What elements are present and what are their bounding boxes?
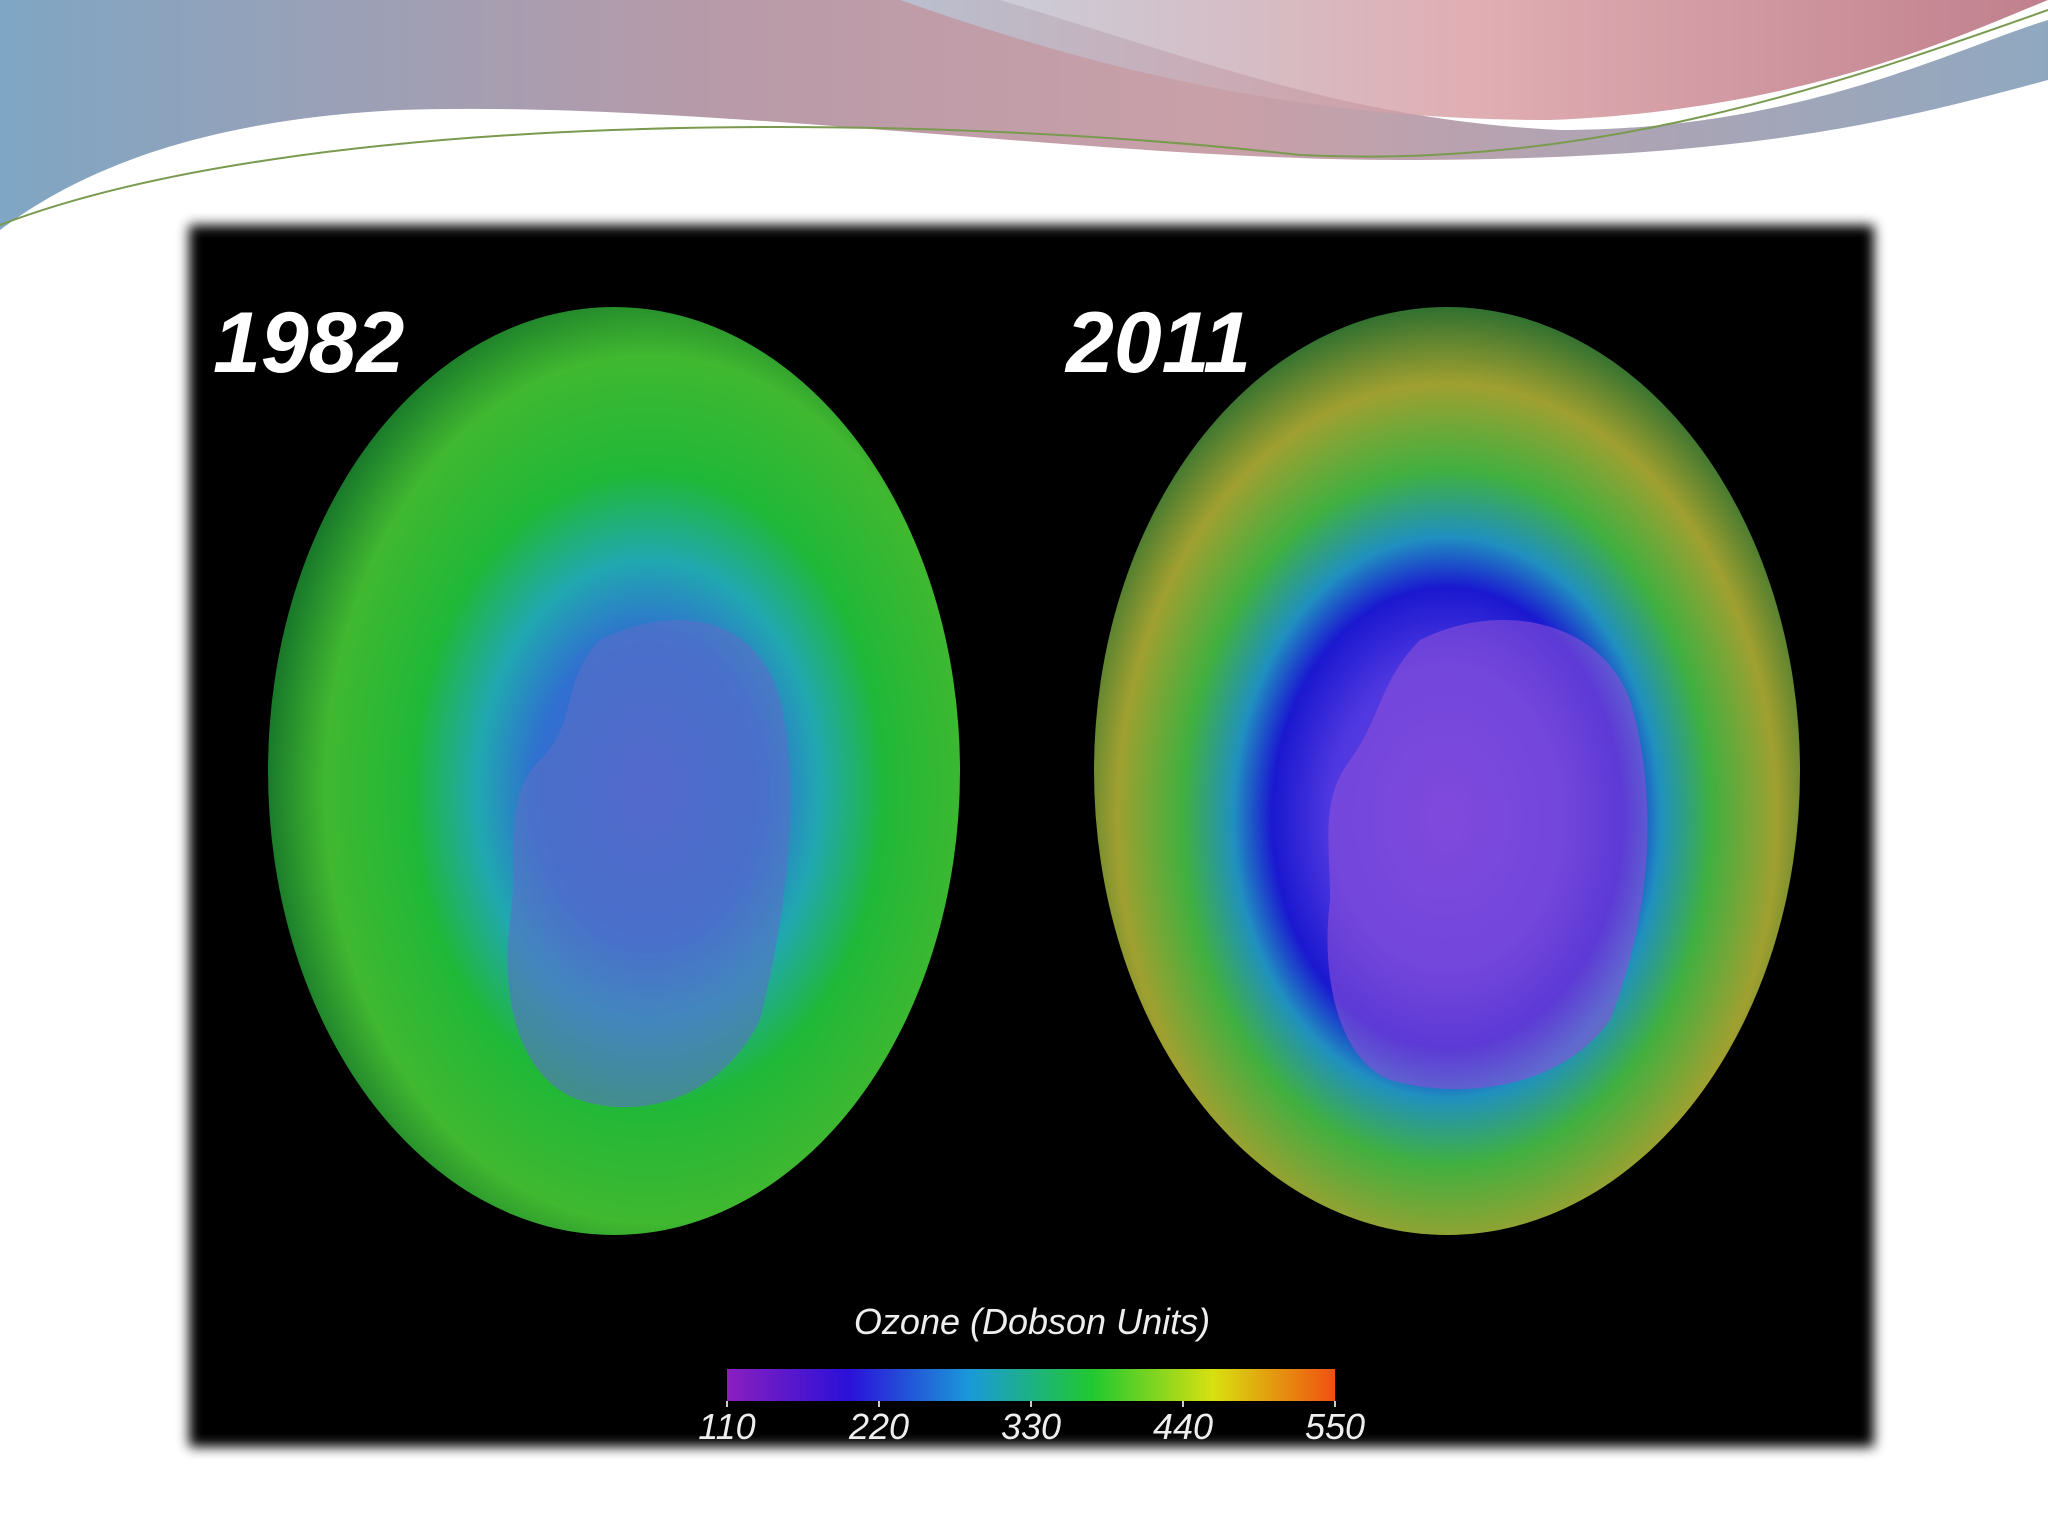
colorbar-title: Ozone (Dobson Units) [854,1301,1210,1342]
continent [1327,620,1648,1090]
header-wave [0,0,2048,230]
tick-label: 330 [1001,1406,1061,1447]
header-wave [900,0,2048,120]
year-label: 1982 [213,295,404,391]
colorbar [727,1369,1335,1401]
year-label: 2011 [1064,295,1251,391]
header-line [0,9,2048,226]
tick-label: 440 [1153,1406,1213,1447]
continent [507,620,791,1108]
tick-label: 220 [848,1406,909,1447]
tick-label: 110 [698,1406,755,1447]
tick-label: 550 [1305,1406,1365,1447]
